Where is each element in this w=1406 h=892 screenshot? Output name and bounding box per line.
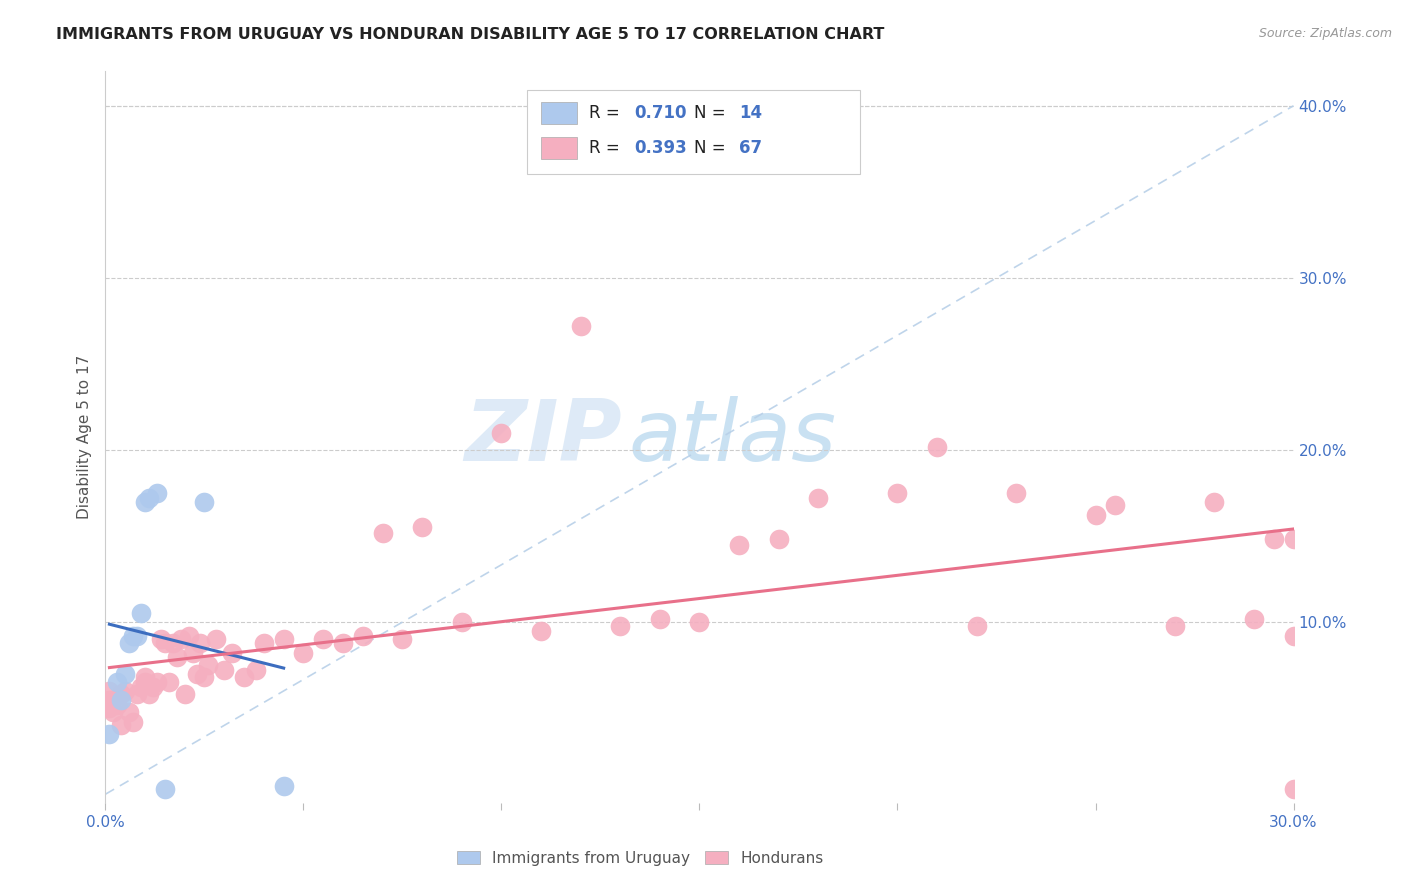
Point bbox=[129, 607, 152, 621]
Point bbox=[1204, 494, 1226, 508]
Point bbox=[98, 684, 121, 698]
Text: 0.710: 0.710 bbox=[634, 104, 686, 122]
Point bbox=[214, 663, 236, 677]
Point bbox=[491, 425, 513, 440]
Point bbox=[118, 705, 141, 719]
Point bbox=[142, 681, 165, 695]
Point bbox=[689, 615, 711, 629]
Point bbox=[450, 615, 472, 629]
Point bbox=[110, 718, 132, 732]
Point bbox=[1005, 486, 1028, 500]
Point bbox=[312, 632, 335, 647]
Point bbox=[166, 649, 188, 664]
Point bbox=[648, 612, 671, 626]
Point bbox=[1243, 612, 1265, 626]
Text: N =: N = bbox=[693, 104, 731, 122]
Point bbox=[122, 714, 145, 729]
Point bbox=[98, 701, 121, 715]
Point bbox=[273, 632, 295, 647]
Point bbox=[138, 491, 160, 505]
Point bbox=[190, 636, 212, 650]
Point bbox=[186, 666, 208, 681]
Point bbox=[221, 646, 243, 660]
Point bbox=[98, 727, 121, 741]
Point bbox=[411, 520, 433, 534]
Point bbox=[233, 670, 256, 684]
Point bbox=[1104, 498, 1126, 512]
Point bbox=[768, 533, 790, 547]
Text: 67: 67 bbox=[738, 139, 762, 157]
Point bbox=[1282, 533, 1305, 547]
Text: ZIP: ZIP bbox=[464, 395, 623, 479]
Point bbox=[114, 666, 136, 681]
Point bbox=[371, 525, 394, 540]
Point bbox=[105, 675, 128, 690]
Point bbox=[966, 618, 988, 632]
Point bbox=[177, 629, 200, 643]
Point bbox=[114, 684, 136, 698]
Point bbox=[332, 636, 354, 650]
Point bbox=[530, 624, 553, 638]
Point bbox=[134, 670, 156, 684]
Point bbox=[134, 675, 156, 690]
Text: N =: N = bbox=[693, 139, 731, 157]
Legend: Immigrants from Uruguay, Hondurans: Immigrants from Uruguay, Hondurans bbox=[450, 845, 830, 872]
Text: R =: R = bbox=[589, 139, 626, 157]
Point bbox=[157, 675, 180, 690]
Point bbox=[118, 636, 141, 650]
Point bbox=[110, 687, 132, 701]
Point bbox=[569, 319, 592, 334]
Point bbox=[146, 486, 169, 500]
Point bbox=[149, 632, 172, 647]
Point bbox=[1084, 508, 1107, 523]
Point bbox=[193, 670, 215, 684]
Point bbox=[146, 675, 169, 690]
Point bbox=[173, 687, 195, 701]
Point bbox=[273, 779, 295, 793]
Text: 14: 14 bbox=[738, 104, 762, 122]
Text: R =: R = bbox=[589, 104, 626, 122]
Point bbox=[181, 646, 204, 660]
Point bbox=[134, 494, 156, 508]
Point bbox=[138, 687, 160, 701]
Point bbox=[103, 705, 125, 719]
Point bbox=[1282, 782, 1305, 797]
Text: Source: ZipAtlas.com: Source: ZipAtlas.com bbox=[1258, 27, 1392, 40]
Point bbox=[352, 629, 374, 643]
Point bbox=[98, 692, 121, 706]
Y-axis label: Disability Age 5 to 17: Disability Age 5 to 17 bbox=[76, 355, 91, 519]
Point bbox=[807, 491, 830, 505]
Point bbox=[1282, 629, 1305, 643]
Text: 0.393: 0.393 bbox=[634, 139, 688, 157]
Point bbox=[153, 636, 176, 650]
Point bbox=[245, 663, 267, 677]
Point bbox=[193, 494, 215, 508]
Point bbox=[170, 632, 193, 647]
Point bbox=[886, 486, 908, 500]
Point bbox=[127, 687, 149, 701]
Point bbox=[925, 440, 948, 454]
Point bbox=[205, 632, 228, 647]
Point bbox=[127, 629, 149, 643]
Point bbox=[1263, 533, 1285, 547]
Point bbox=[153, 782, 176, 797]
Point bbox=[197, 658, 219, 673]
Point bbox=[609, 618, 631, 632]
FancyBboxPatch shape bbox=[541, 137, 576, 159]
Point bbox=[1164, 618, 1187, 632]
Text: IMMIGRANTS FROM URUGUAY VS HONDURAN DISABILITY AGE 5 TO 17 CORRELATION CHART: IMMIGRANTS FROM URUGUAY VS HONDURAN DISA… bbox=[56, 27, 884, 42]
Point bbox=[391, 632, 413, 647]
Point bbox=[728, 538, 751, 552]
Point bbox=[129, 681, 152, 695]
FancyBboxPatch shape bbox=[541, 102, 576, 124]
Point bbox=[122, 629, 145, 643]
Point bbox=[253, 636, 276, 650]
Point bbox=[105, 698, 128, 712]
FancyBboxPatch shape bbox=[527, 90, 860, 174]
Text: atlas: atlas bbox=[628, 395, 837, 479]
Point bbox=[162, 636, 184, 650]
Point bbox=[292, 646, 315, 660]
Point bbox=[110, 692, 132, 706]
